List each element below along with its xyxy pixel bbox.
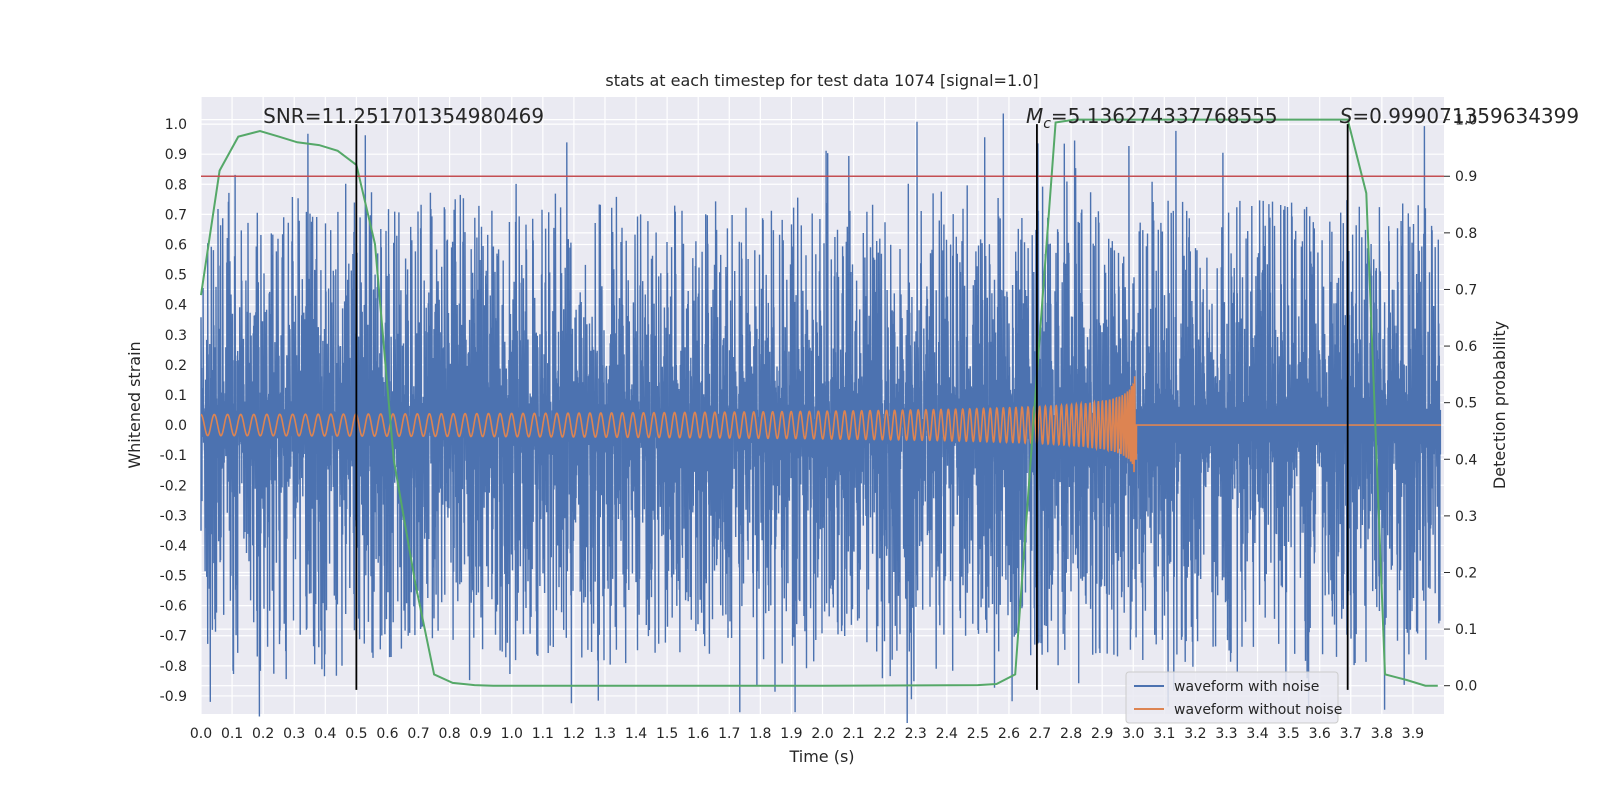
y-tick-label: -0.7 (160, 629, 187, 645)
x-tick-label: 2.8 (1060, 726, 1082, 742)
s-annotation: S=0.999071359634399 (1340, 104, 1579, 128)
x-tick-label: 2.0 (811, 726, 833, 742)
x-tick-label: 1.7 (718, 726, 740, 742)
y-tick-label: 0.9 (165, 147, 187, 163)
x-tick-label: 0.1 (221, 726, 243, 742)
y2-tick-labels: 1.0 0.9 0.8 0.7 0.6 0.5 0.4 0.3 0.2 0.1 0.0 (1444, 113, 1477, 695)
y-tick-labels: 1.0 0.9 0.8 0.7 0.6 0.5 0.4 0.3 0.2 0.1 0.0 -0.1 -0.… (160, 117, 187, 705)
x-tick-label: 0.5 (345, 726, 367, 742)
x-tick-label: 2.4 (936, 726, 958, 742)
y-tick-label: -0.4 (160, 538, 187, 554)
series-noisy (200, 113, 1442, 724)
y-tick-label: -0.8 (160, 659, 187, 675)
y2-tick-label: 0.5 (1455, 396, 1477, 412)
x-tick-label: 0.9 (470, 726, 492, 742)
legend: waveform with noise waveform without nois… (1125, 671, 1342, 724)
y-tick-label: -0.1 (160, 448, 187, 464)
series-probability (200, 118, 1438, 687)
overlay-lines (201, 124, 1444, 690)
x-tick-label: 2.6 (998, 726, 1020, 742)
x-tick-label: 3.8 (1371, 726, 1393, 742)
y2-tick-label: 0.9 (1455, 169, 1477, 185)
noisy-waveform-line (200, 113, 1442, 724)
x-tick-label: 1.8 (749, 726, 771, 742)
x-tick-label: 1.9 (780, 726, 802, 742)
x-tick-label: 1.2 (563, 726, 585, 742)
annotations: SNR=11.251701354980469 Mc=5.1362743377685… (263, 104, 1579, 132)
y-tick-label: 1.0 (165, 117, 187, 133)
x-axis-label: Time (s) (788, 747, 854, 766)
x-tick-label: 3.7 (1340, 726, 1362, 742)
x-tick-label: 1.1 (532, 726, 554, 742)
y2-tick-label: 0.1 (1455, 622, 1477, 638)
y-tick-label: -0.9 (160, 689, 187, 705)
probability-line (200, 118, 1438, 687)
x-tick-label: 1.3 (594, 726, 616, 742)
y2-tick-label: 0.8 (1455, 226, 1477, 242)
y-tick-label: -0.5 (160, 569, 187, 585)
x-tick-label: 2.9 (1091, 726, 1113, 742)
x-tick-label: 3.0 (1122, 726, 1144, 742)
legend-box (1125, 671, 1339, 724)
x-tick-label: 0.0 (190, 726, 212, 742)
chart-title: stats at each timestep for test data 107… (605, 71, 1038, 90)
y2-tick-label: 0.3 (1455, 509, 1477, 525)
y-tick-label: 0.4 (165, 298, 187, 314)
snr-annotation: SNR=11.251701354980469 (263, 104, 544, 128)
series-clean (200, 376, 1441, 473)
x-tick-label: 0.3 (283, 726, 305, 742)
x-tick-label: 0.4 (314, 726, 336, 742)
x-tick-label: 3.4 (1246, 726, 1268, 742)
legend-label: waveform with noise (1174, 679, 1319, 695)
x-tick-label: 2.5 (967, 726, 989, 742)
y-axis-label: Whitened strain (125, 341, 144, 468)
y-tick-label: -0.6 (160, 599, 187, 615)
y-tick-label: 0.0 (165, 418, 187, 434)
x-tick-label: 3.2 (1184, 726, 1206, 742)
x-tick-label: 2.2 (874, 726, 896, 742)
y2-tick-label: 0.4 (1455, 452, 1477, 468)
y-tick-label: 0.8 (165, 177, 187, 193)
x-tick-label: 2.1 (842, 726, 864, 742)
y2-tick-label: 1.0 (1455, 113, 1477, 129)
x-tick-label: 1.6 (687, 726, 709, 742)
x-tick-label: 0.7 (407, 726, 429, 742)
y2-tick-label: 0.6 (1455, 339, 1477, 355)
x-tick-label: 2.7 (1029, 726, 1051, 742)
y-tick-label: 0.1 (165, 388, 187, 404)
y-tick-label: 0.6 (165, 237, 187, 253)
y2-tick-label: 0.0 (1455, 679, 1477, 695)
x-tick-label: 3.9 (1402, 726, 1424, 742)
x-tick-label: 2.3 (905, 726, 927, 742)
x-tick-label: 1.0 (501, 726, 523, 742)
y2-axis-label: Detection probability (1490, 321, 1509, 489)
y-tick-label: -0.2 (160, 478, 187, 494)
y2-tick-label: 0.2 (1455, 565, 1477, 581)
x-tick-label: 3.6 (1309, 726, 1331, 742)
clean-waveform-line (200, 376, 1441, 473)
x-tick-labels: 0.0 0.1 0.2 0.3 0.4 0.5 0.6 0.7 0.8 0.9 1.0 1.1 1.2 1… (190, 726, 1424, 742)
y-tick-label: 0.2 (165, 358, 187, 374)
y-tick-label: -0.3 (160, 508, 187, 524)
x-tick-label: 3.5 (1277, 726, 1299, 742)
x-tick-label: 0.6 (376, 726, 398, 742)
x-tick-label: 1.4 (625, 726, 647, 742)
chirp-mass-annotation: Mc=5.136274337768555 (1026, 104, 1278, 132)
x-tick-label: 0.8 (438, 726, 460, 742)
y-tick-label: 0.3 (165, 328, 187, 344)
y-tick-label: 0.7 (165, 207, 187, 223)
x-tick-label: 1.5 (656, 726, 678, 742)
x-tick-label: 3.1 (1153, 726, 1175, 742)
x-tick-label: 0.2 (252, 726, 274, 742)
y2-tick-label: 0.7 (1455, 282, 1477, 298)
legend-label: waveform without noise (1174, 702, 1342, 718)
x-tick-label: 3.3 (1215, 726, 1237, 742)
y-tick-label: 0.5 (165, 268, 187, 284)
